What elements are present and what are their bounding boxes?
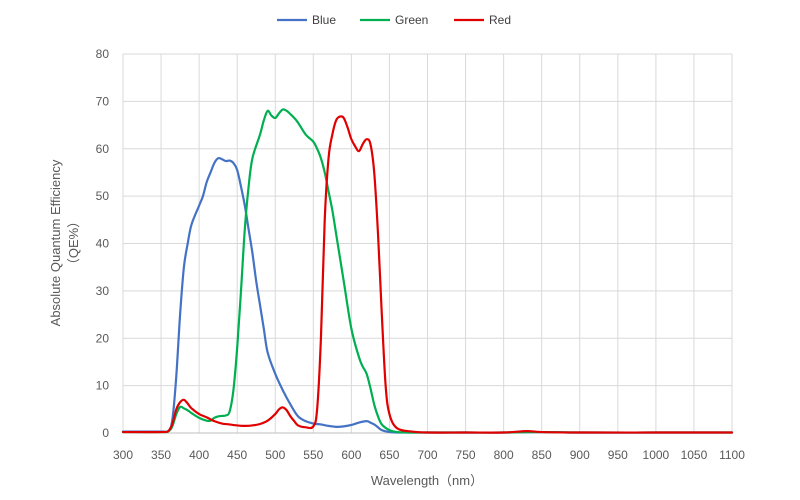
x-tick-label: 850 xyxy=(532,448,552,462)
series-line-blue xyxy=(121,156,734,434)
y-tick-label: 10 xyxy=(96,379,110,393)
series-line-red xyxy=(121,115,734,434)
x-tick-label: 550 xyxy=(303,448,323,462)
y-tick-label: 70 xyxy=(96,94,110,108)
x-tick-label: 350 xyxy=(151,448,171,462)
x-tick-label: 800 xyxy=(494,448,514,462)
y-axis-title-line1: Absolute Quantum Efficiency xyxy=(48,159,63,326)
x-axis-title: Wavelength（nm） xyxy=(371,473,483,488)
y-tick-label: 80 xyxy=(96,47,110,61)
x-tick-label: 900 xyxy=(570,448,590,462)
y-axis-title: Absolute Quantum Efficiency （QE%） xyxy=(48,159,81,326)
x-tick-label: 450 xyxy=(227,448,247,462)
x-tick-labels: 300 350 400 450 500 550 600 650 700 750 800 850 900 9… xyxy=(113,448,745,462)
legend-label: Green xyxy=(395,13,428,27)
legend-label: Blue xyxy=(312,13,336,27)
y-tick-label: 60 xyxy=(96,142,110,156)
x-tick-label: 950 xyxy=(608,448,628,462)
x-tick-label: 700 xyxy=(417,448,437,462)
legend-item-green: Green xyxy=(360,13,428,27)
legend: Blue Green Red xyxy=(277,13,511,27)
x-tick-label: 500 xyxy=(265,448,285,462)
x-tick-label: 750 xyxy=(456,448,476,462)
y-axis-title-line2: （QE%） xyxy=(66,215,81,271)
x-tick-label: 600 xyxy=(341,448,361,462)
x-tick-label: 300 xyxy=(113,448,133,462)
series-lines xyxy=(121,108,734,434)
y-tick-label: 0 xyxy=(102,426,109,440)
x-tick-label: 400 xyxy=(189,448,209,462)
x-tick-label: 650 xyxy=(379,448,399,462)
y-tick-label: 30 xyxy=(96,284,110,298)
grid-lines xyxy=(122,53,733,434)
y-tick-label: 50 xyxy=(96,189,110,203)
legend-item-blue: Blue xyxy=(277,13,336,27)
y-tick-label: 40 xyxy=(96,237,110,251)
x-tick-label: 1100 xyxy=(719,448,745,462)
legend-label: Red xyxy=(489,13,511,27)
y-tick-label: 20 xyxy=(96,331,110,345)
legend-item-red: Red xyxy=(454,13,511,27)
y-tick-labels: 0 10 20 30 40 50 60 70 80 xyxy=(96,47,110,440)
x-tick-label: 1000 xyxy=(643,448,670,462)
series-line-green xyxy=(121,108,734,434)
x-tick-label: 1050 xyxy=(681,448,708,462)
